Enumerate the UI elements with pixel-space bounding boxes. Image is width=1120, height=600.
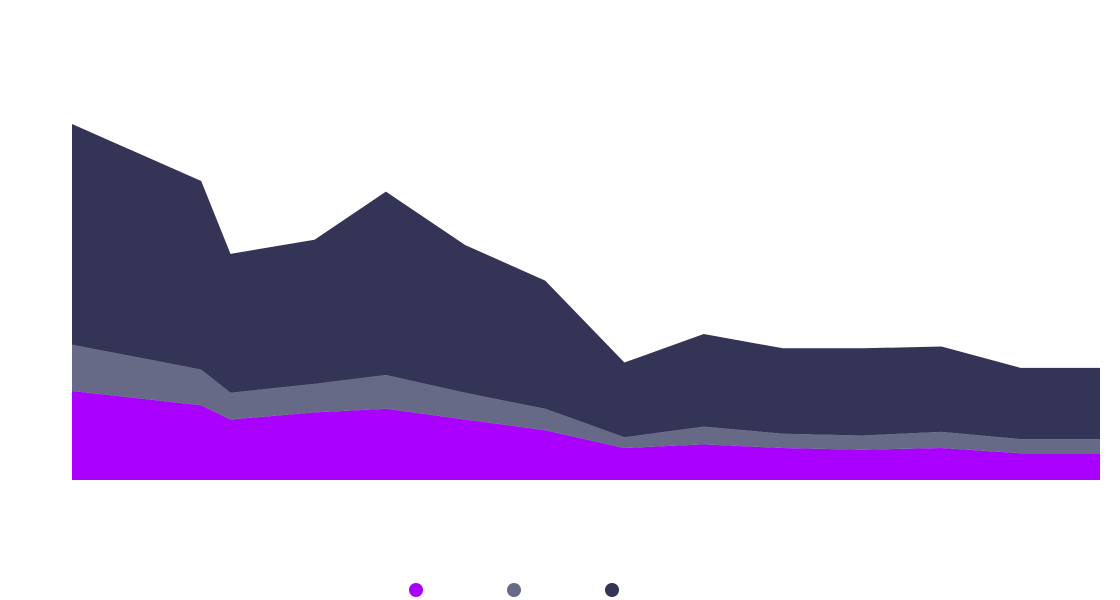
legend bbox=[409, 583, 619, 597]
series-area-2 bbox=[72, 344, 1100, 454]
legend-item-2[interactable] bbox=[507, 583, 521, 597]
series-area-1 bbox=[72, 391, 1100, 480]
legend-item-3[interactable] bbox=[605, 583, 619, 597]
legend-marker-2 bbox=[507, 583, 521, 597]
legend-marker-1 bbox=[409, 583, 423, 597]
series-area-3 bbox=[72, 124, 1100, 440]
plot-area bbox=[72, 124, 1100, 480]
legend-marker-3 bbox=[605, 583, 619, 597]
legend-item-1[interactable] bbox=[409, 583, 423, 597]
